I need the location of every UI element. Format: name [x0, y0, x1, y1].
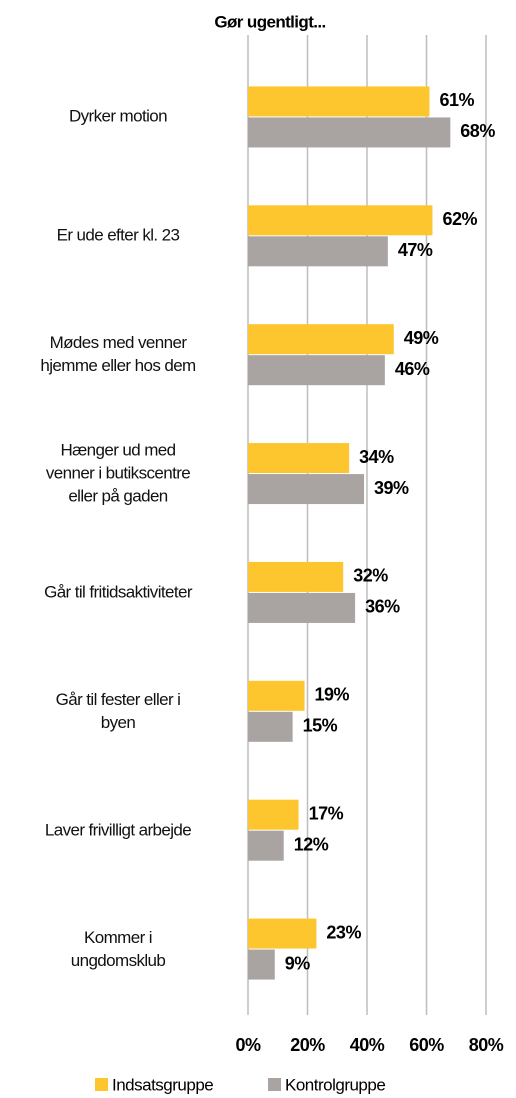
data-label: 23%: [326, 922, 361, 942]
y-tick-label: Mødes med venner hjemme eller hos dem: [40, 333, 196, 376]
legend-swatch: [268, 1078, 281, 1091]
y-tick-label: Laver frivilligt arbejde: [44, 820, 192, 840]
x-tick-label: 60%: [409, 1035, 444, 1055]
bar: [248, 474, 365, 505]
data-label: 68%: [460, 121, 495, 141]
bar: [248, 205, 433, 236]
data-label: 19%: [315, 685, 350, 705]
data-label: 9%: [285, 953, 311, 973]
data-label: 36%: [365, 597, 400, 617]
x-tick-label: 0%: [235, 1035, 261, 1055]
data-label: 39%: [374, 478, 409, 498]
legend-swatch: [95, 1078, 108, 1091]
data-label: 17%: [309, 803, 344, 823]
bar: [248, 592, 356, 623]
bar: [248, 117, 451, 148]
x-tick-label: 80%: [469, 1035, 504, 1055]
y-tick-label: Dyrker motion: [68, 106, 168, 126]
x-tick-label: 20%: [290, 1035, 325, 1055]
bar: [248, 236, 388, 267]
bar: [248, 324, 394, 355]
data-label: 32%: [353, 566, 388, 586]
data-label: 61%: [439, 90, 474, 110]
x-tick-label: 40%: [350, 1035, 385, 1055]
bar: [248, 680, 305, 711]
y-tick-label: Går til fester eller i byen: [55, 689, 181, 732]
bar: [248, 443, 350, 474]
y-tick-label: Kommer i ungdomsklub: [70, 927, 166, 970]
data-label: 46%: [395, 359, 430, 379]
y-tick-label: Er ude efter kl. 23: [56, 225, 180, 245]
data-label: 49%: [404, 328, 439, 348]
data-label: 12%: [294, 834, 329, 854]
y-tick-label: Går til fritidsaktiviteter: [44, 582, 192, 602]
data-label: 62%: [442, 209, 477, 229]
bar: [248, 830, 284, 861]
bar: [248, 949, 275, 980]
chart-title: Gør ugentligt...: [214, 12, 325, 31]
bar: [248, 355, 385, 386]
bar: [248, 561, 344, 592]
bar: [248, 86, 430, 117]
y-tick-label: Hænger ud med venner i butikscentre elle…: [45, 440, 191, 506]
bar: [248, 711, 293, 742]
data-label: 47%: [398, 240, 433, 260]
bar: [248, 918, 317, 949]
legend-label: Kontrolgruppe: [285, 1075, 385, 1094]
bar: [248, 799, 299, 830]
data-label: 15%: [303, 716, 338, 736]
legend-label: Indsatsgruppe: [112, 1075, 213, 1094]
data-label: 34%: [359, 447, 394, 467]
